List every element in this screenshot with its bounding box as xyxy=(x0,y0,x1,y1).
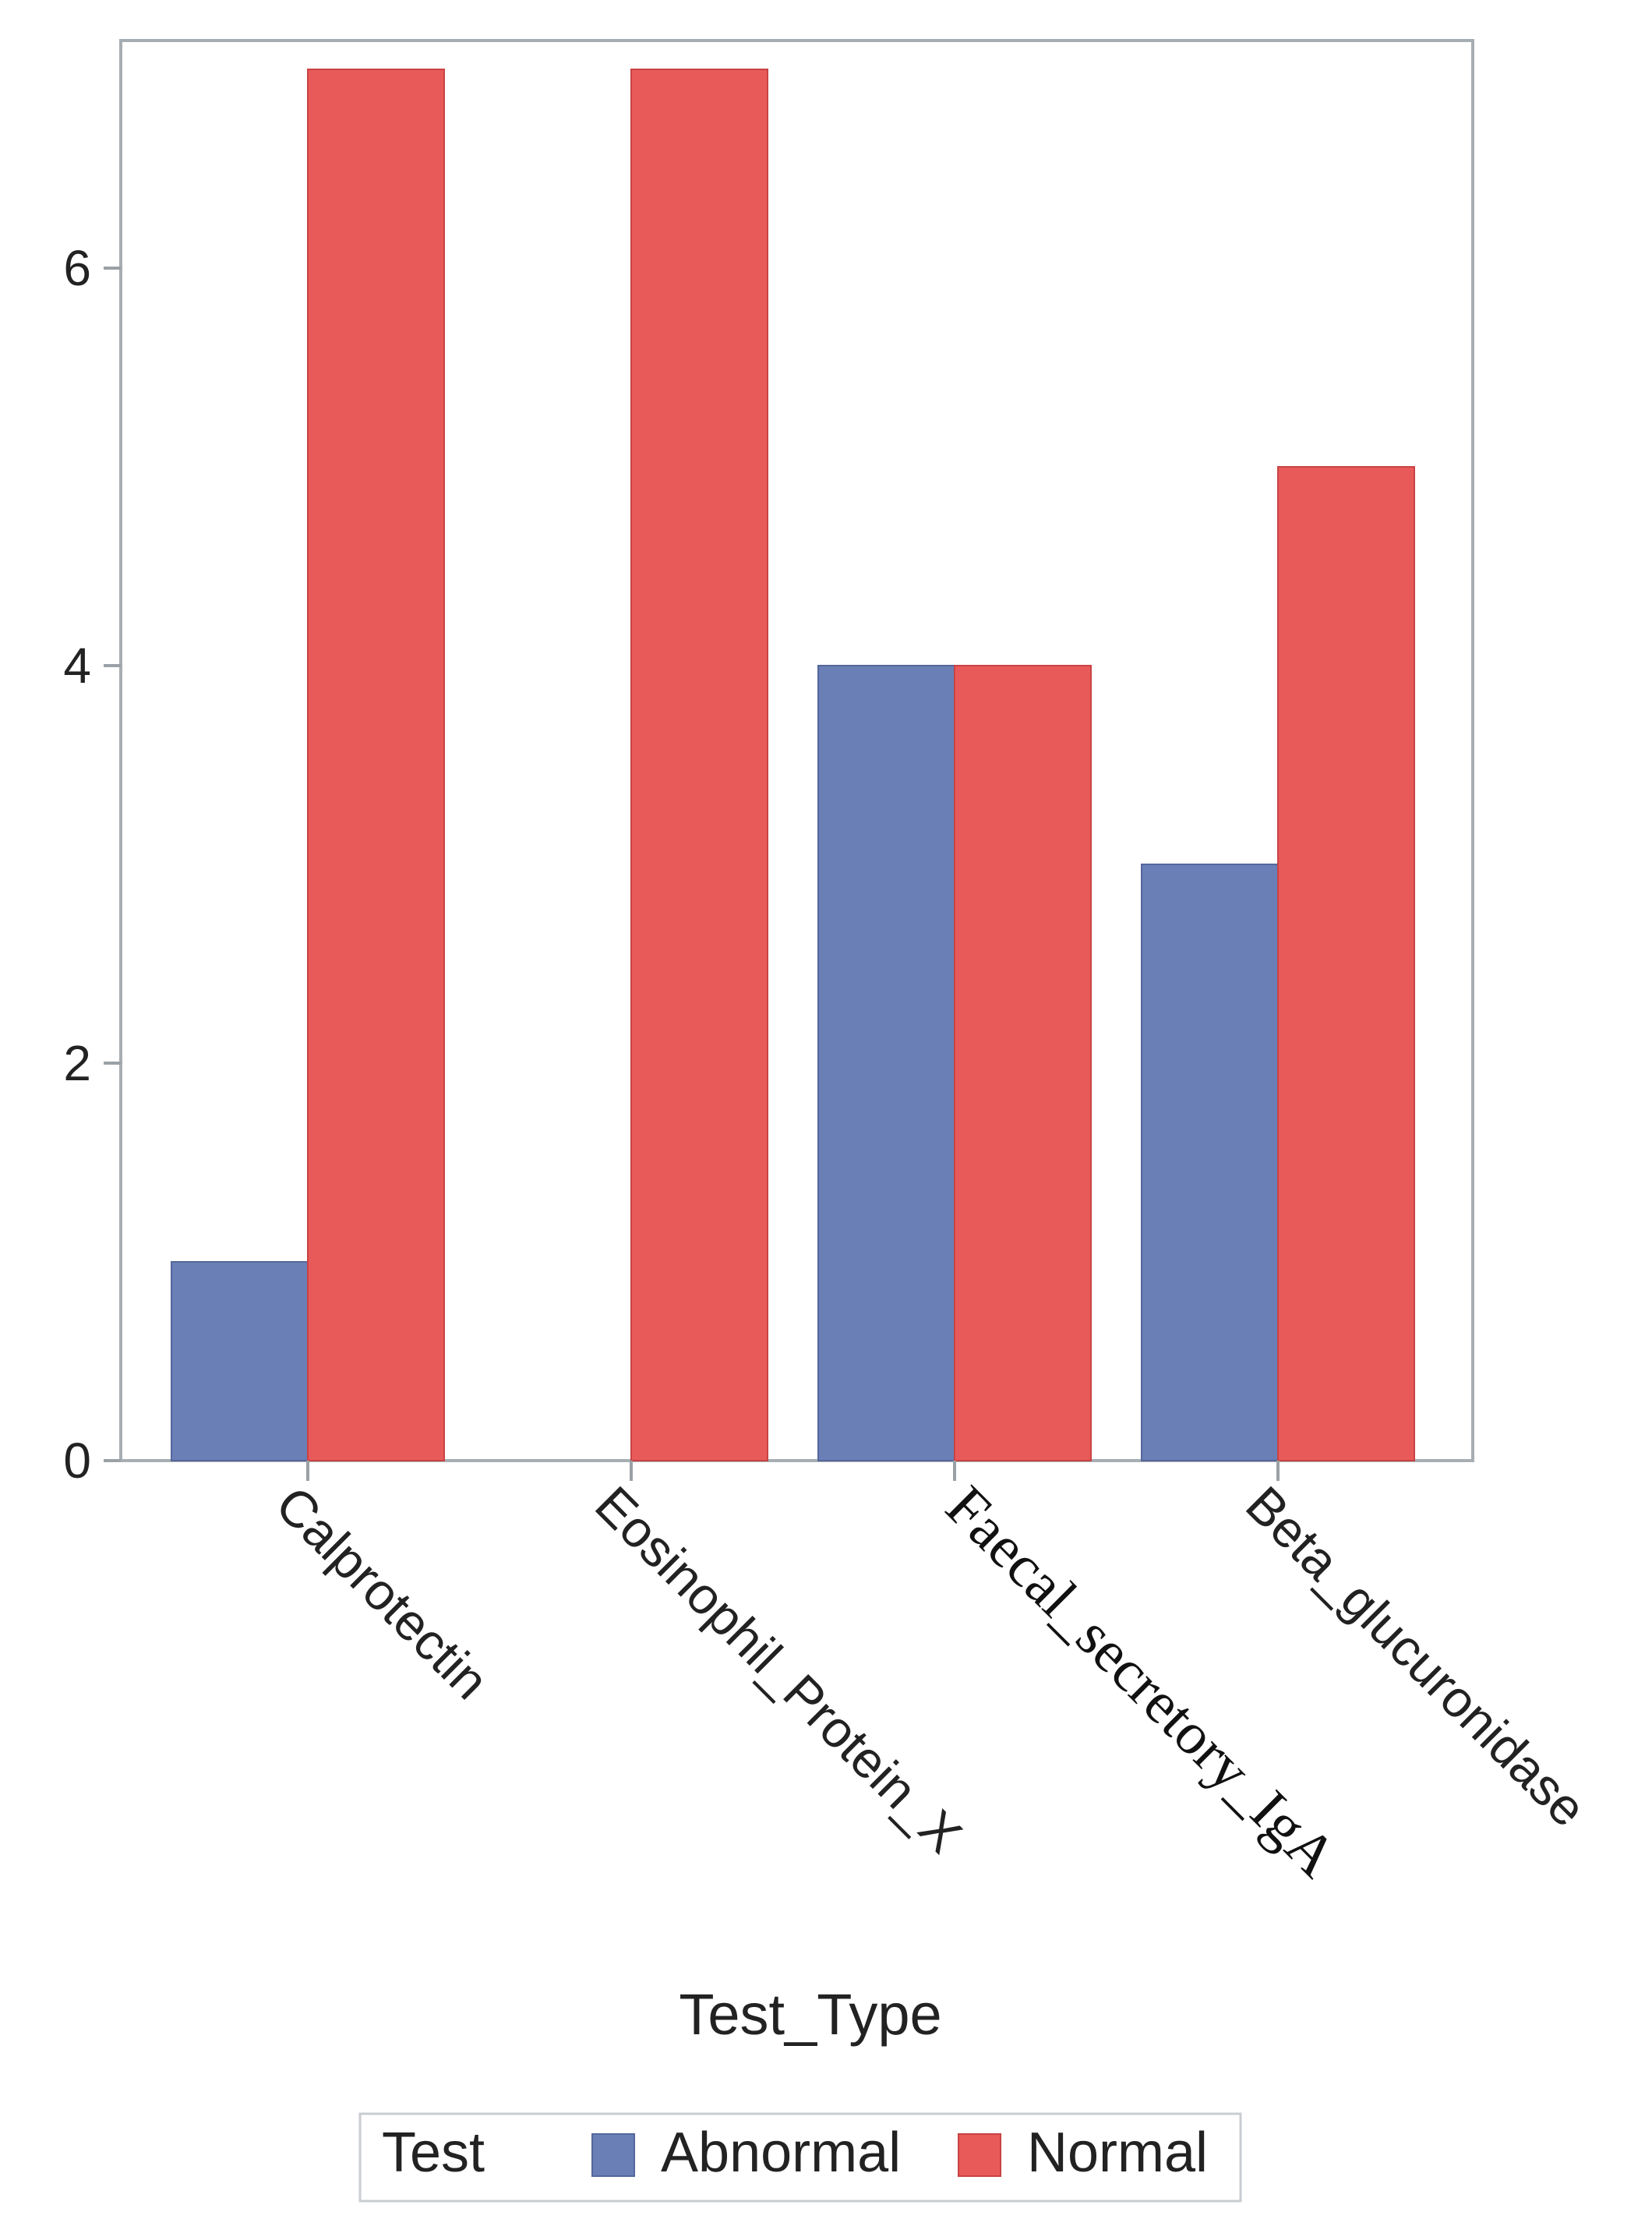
legend-items: Abnormal Normal xyxy=(591,2122,1208,2184)
legend-frame xyxy=(358,2112,1242,2203)
y-tick-label: 6 xyxy=(63,240,91,296)
y-tick-label: 2 xyxy=(63,1035,91,1091)
y-tick-label: 4 xyxy=(63,638,91,694)
bar-abnormal-0 xyxy=(171,1261,309,1461)
y-axis: 0 2 4 6 xyxy=(63,240,121,1489)
legend-swatch-normal xyxy=(958,2133,1001,2177)
bar-abnormal-2 xyxy=(817,665,955,1461)
bar-normal-3 xyxy=(1277,466,1415,1461)
x-category-label: Eosinophil_Protein_X xyxy=(584,1475,973,1864)
bars-layer xyxy=(171,69,1415,1461)
x-axis-title: Test_Type xyxy=(679,1982,941,2047)
y-tick-label: 0 xyxy=(63,1433,91,1489)
legend-label-abnormal: Abnormal xyxy=(661,2122,901,2184)
legend: Test Abnormal Normal xyxy=(358,2112,1242,2203)
bar-normal-0 xyxy=(307,69,445,1461)
legend-title: Test xyxy=(382,2122,485,2184)
legend-swatch-abnormal xyxy=(591,2133,635,2177)
x-axis: Calprotectin Eosinophil_Protein_XFaecal_s… xyxy=(265,1461,1597,1890)
bar-normal-1 xyxy=(630,69,768,1461)
bar-abnormal-3 xyxy=(1141,864,1279,1461)
x-category-label: Calprotectin xyxy=(265,1475,499,1710)
bar-normal-2 xyxy=(954,665,1092,1461)
legend-label-normal: Normal xyxy=(1027,2122,1208,2184)
